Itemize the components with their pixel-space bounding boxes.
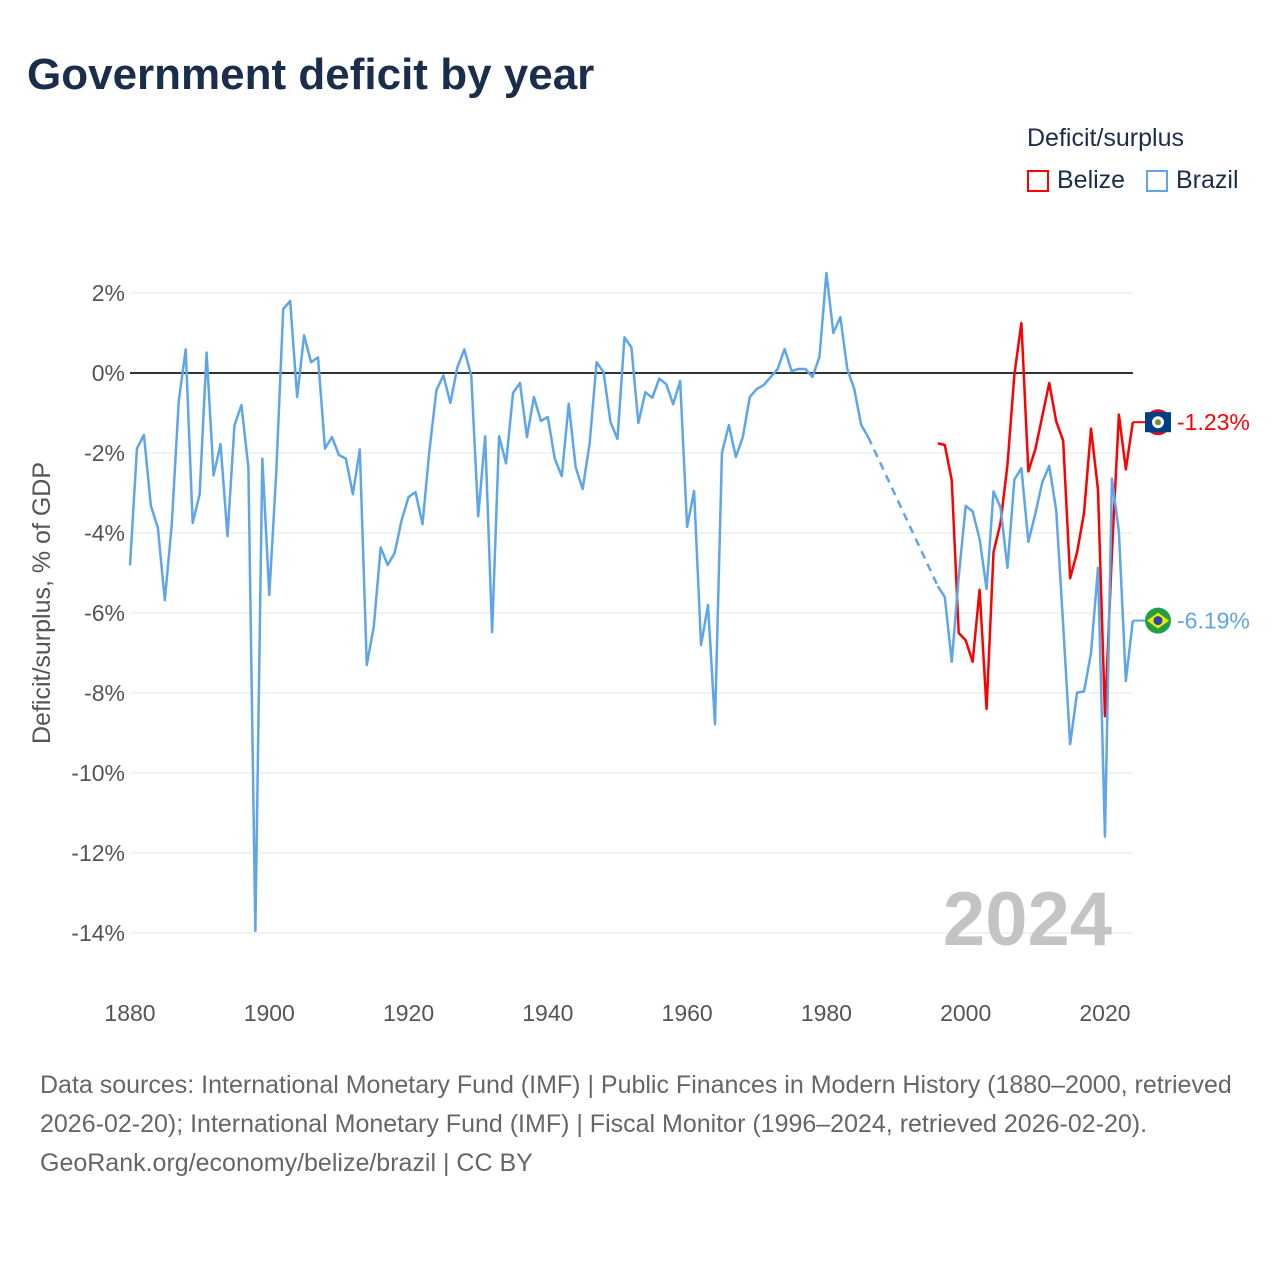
series-line-brazil bbox=[936, 464, 1135, 838]
belize-swatch bbox=[1027, 169, 1049, 192]
chart-title: Government deficit by year bbox=[27, 50, 595, 99]
y-tick-label: -10% bbox=[71, 760, 125, 786]
footer: Data sources: International Monetary Fun… bbox=[40, 1066, 1240, 1183]
series-line-belize bbox=[937, 321, 1135, 718]
x-tick-label: 2020 bbox=[1079, 1000, 1130, 1026]
brazil-swatch bbox=[1146, 169, 1168, 192]
x-tick-label: 1940 bbox=[522, 1000, 573, 1026]
series-gap-brazil bbox=[867, 436, 939, 587]
data-sources: Data sources: International Monetary Fun… bbox=[40, 1071, 1232, 1138]
brazil-flag-icon bbox=[1145, 607, 1171, 634]
credit-link[interactable]: GeoRank.org/economy/belize/brazil | CC B… bbox=[40, 1149, 533, 1177]
series-line-brazil bbox=[128, 271, 870, 933]
legend-title: Deficit/surplus bbox=[1027, 124, 1184, 152]
y-tick-label: -12% bbox=[71, 840, 125, 866]
end-value-label-brazil: -6.19% bbox=[1177, 608, 1250, 634]
belize-flag-icon bbox=[1145, 409, 1171, 436]
legend-item-brazil[interactable]: Brazil bbox=[1146, 166, 1239, 195]
y-tick-label: 2% bbox=[92, 280, 125, 306]
x-tick-label: 1900 bbox=[244, 1000, 295, 1026]
x-tick-label: 1880 bbox=[104, 1000, 155, 1026]
end-value-label-belize: -1.23% bbox=[1177, 409, 1250, 435]
y-tick-label: 0% bbox=[92, 360, 125, 386]
x-tick-label: 2000 bbox=[940, 1000, 991, 1026]
y-tick-label: -2% bbox=[84, 440, 125, 466]
y-tick-label: -6% bbox=[84, 600, 125, 626]
x-tick-label: 1980 bbox=[801, 1000, 852, 1026]
legend-item-belize[interactable]: Belize bbox=[1027, 166, 1125, 195]
y-tick-label: -8% bbox=[84, 680, 125, 706]
y-tick-label: -14% bbox=[71, 920, 125, 946]
y-tick-label: -4% bbox=[84, 520, 125, 546]
x-tick-label: 1960 bbox=[662, 1000, 713, 1026]
legend-label: Brazil bbox=[1176, 166, 1239, 194]
year-watermark: 2024 bbox=[943, 877, 1112, 962]
legend-label: Belize bbox=[1057, 166, 1126, 194]
y-axis-label: Deficit/surplus, % of GDP bbox=[28, 462, 56, 744]
x-tick-label: 1920 bbox=[383, 1000, 434, 1026]
